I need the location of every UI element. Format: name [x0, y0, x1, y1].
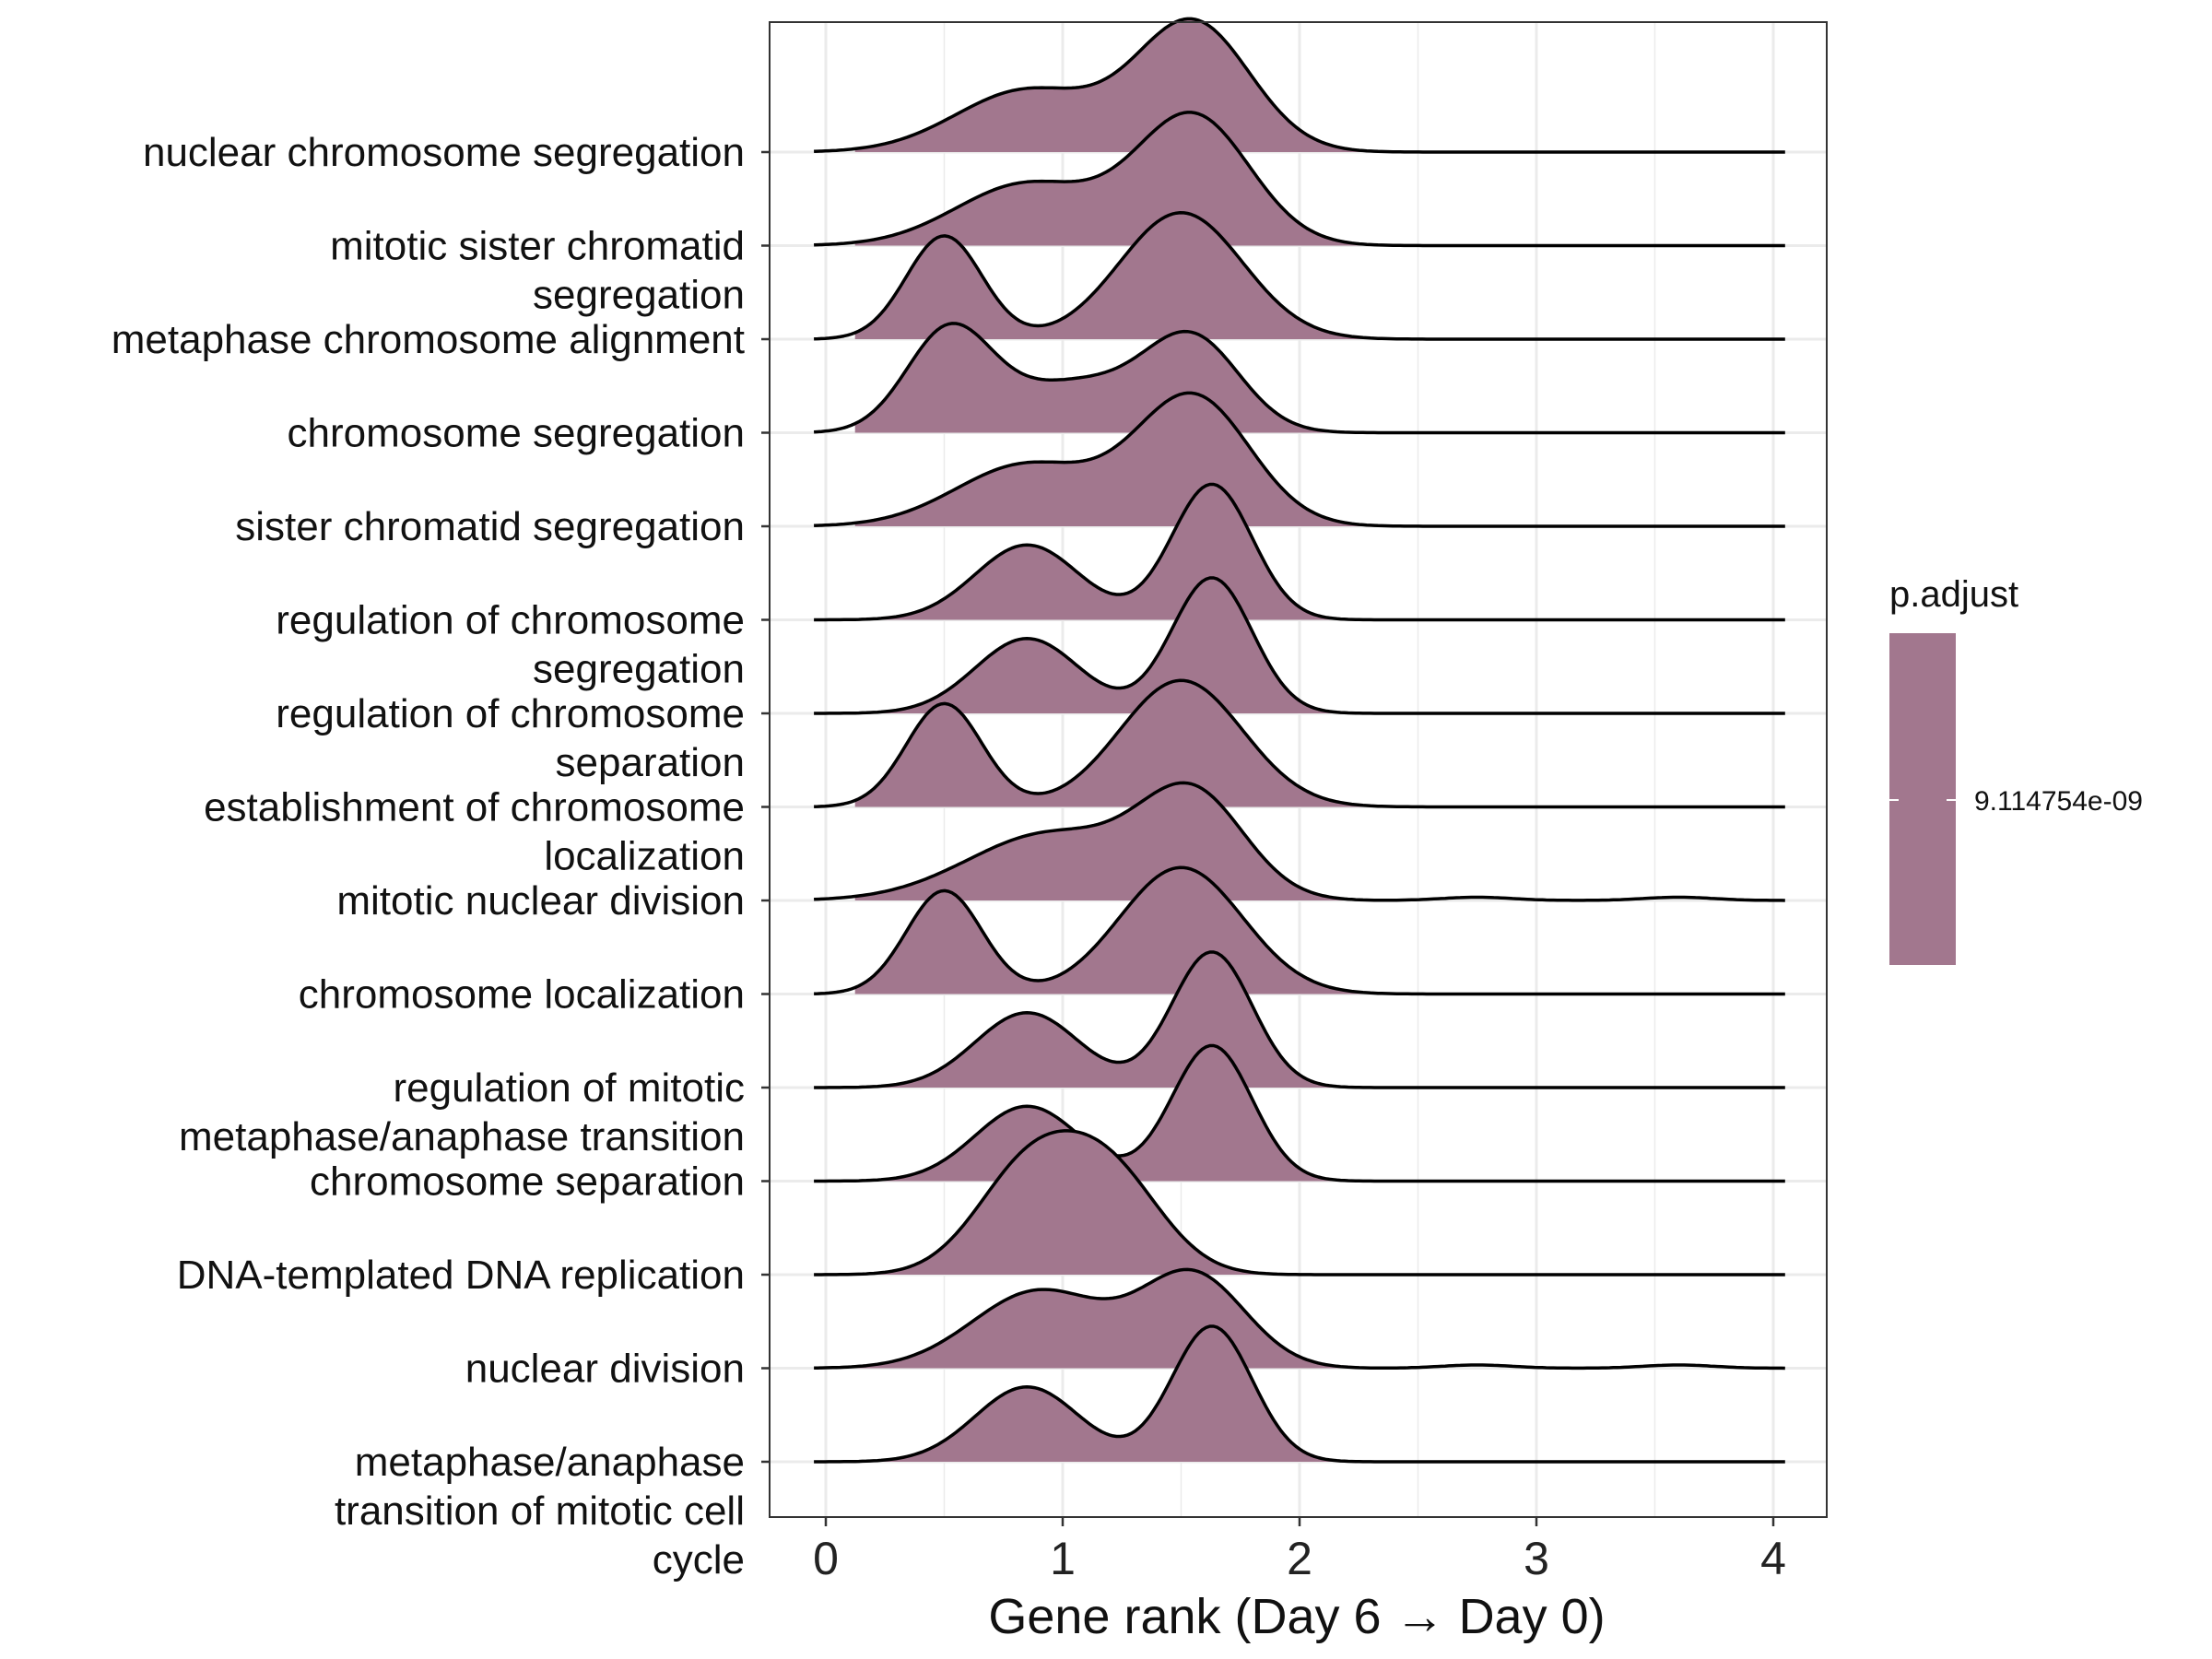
ridge-13: [814, 1129, 1785, 1277]
x-axis-title: Gene rank (Day 6 → Day 0): [988, 1589, 1605, 1644]
y-tick-label: regulation of mitotic: [393, 1065, 745, 1111]
ridges-layer: [813, 17, 1785, 1464]
ridge-fill: [854, 323, 1371, 433]
axes-layer: nuclear chromosome segregation mitotic si…: [112, 130, 1786, 1584]
ridge-line: [814, 1324, 1785, 1464]
x-tick-label: 1: [1050, 1533, 1076, 1584]
ridge-line: [814, 211, 1785, 341]
x-tick-label: 2: [1287, 1533, 1312, 1584]
ridge-3: [814, 211, 1785, 341]
ridge-fill: [854, 212, 1371, 339]
ridge-fill: [854, 112, 1371, 246]
ridge-line: [814, 1267, 1785, 1371]
ridge-2: [814, 111, 1785, 248]
ridge-5: [814, 391, 1785, 528]
ridge-6: [814, 482, 1785, 622]
ridge-9: [814, 781, 1785, 902]
y-tick-label: nuclear division: [465, 1347, 745, 1392]
ridge-fill: [854, 18, 1371, 153]
legend: p.adjust 9.114754e-09: [1889, 574, 2143, 965]
ridge-12: [814, 1043, 1785, 1183]
legend-value-label: 9.114754e-09: [1974, 786, 2143, 817]
ridge-14: [814, 1267, 1785, 1371]
ridge-fill: [854, 1130, 1371, 1275]
ridge-4: [813, 322, 1785, 435]
x-tick-label: 4: [1760, 1533, 1786, 1584]
y-tick-label: metaphase/anaphase transition: [179, 1114, 745, 1159]
y-tick-label: mitotic sister chromatid: [330, 224, 745, 269]
ridge-line: [813, 322, 1785, 435]
legend-colorbar: [1889, 633, 1956, 965]
ridge-fill: [854, 680, 1371, 807]
legend-title: p.adjust: [1889, 574, 2018, 615]
ridge-line: [814, 678, 1785, 809]
y-tick-label: mitotic nuclear division: [336, 878, 745, 924]
y-tick-label: nuclear chromosome segregation: [143, 130, 745, 175]
y-tick-label: segregation: [533, 647, 745, 692]
ridge-7: [814, 576, 1785, 715]
ridge-line: [814, 865, 1785, 996]
y-tick-label: separation: [556, 740, 745, 785]
ridge-line: [814, 576, 1785, 715]
y-tick-label: chromosome segregation: [288, 411, 745, 456]
x-tick-label: 0: [813, 1533, 839, 1584]
ridge-line: [814, 781, 1785, 902]
y-tick-label: chromosome localization: [299, 972, 745, 1018]
ridge-line: [814, 1129, 1785, 1277]
ridge-8: [814, 678, 1785, 809]
y-tick-label: DNA-templated DNA replication: [177, 1253, 745, 1298]
ridge-line: [814, 17, 1785, 154]
ridge-line: [814, 950, 1785, 1089]
x-tick-label: 3: [1524, 1533, 1549, 1584]
y-tick-label: segregation: [533, 273, 745, 318]
ridge-fill: [854, 393, 1371, 526]
ridge-1: [814, 17, 1785, 154]
y-tick-label: sister chromatid segregation: [235, 504, 745, 549]
y-tick-label: chromosome separation: [310, 1159, 745, 1205]
y-tick-label: regulation of chromosome: [276, 598, 745, 643]
plot-panel-border: [769, 21, 1828, 1518]
ridge-11: [814, 950, 1785, 1089]
ridge-line: [814, 111, 1785, 248]
y-tick-label: localization: [544, 834, 745, 879]
y-tick-label: metaphase/anaphase: [355, 1440, 745, 1485]
y-tick-label: regulation of chromosome: [276, 691, 745, 736]
ridge-15: [814, 1324, 1785, 1464]
ridge-line: [814, 1043, 1785, 1183]
y-tick-label: metaphase chromosome alignment: [112, 317, 745, 362]
y-tick-label: establishment of chromosome: [204, 785, 745, 830]
ridge-fill: [854, 1269, 1371, 1369]
y-tick-label: transition of mitotic cell: [335, 1488, 745, 1534]
ridge-fill: [854, 782, 1371, 900]
y-tick-label: cycle: [653, 1537, 745, 1583]
ridge-fill: [854, 867, 1371, 994]
ridge-10: [814, 865, 1785, 996]
ridge-line: [814, 482, 1785, 622]
ridge-line: [814, 391, 1785, 528]
